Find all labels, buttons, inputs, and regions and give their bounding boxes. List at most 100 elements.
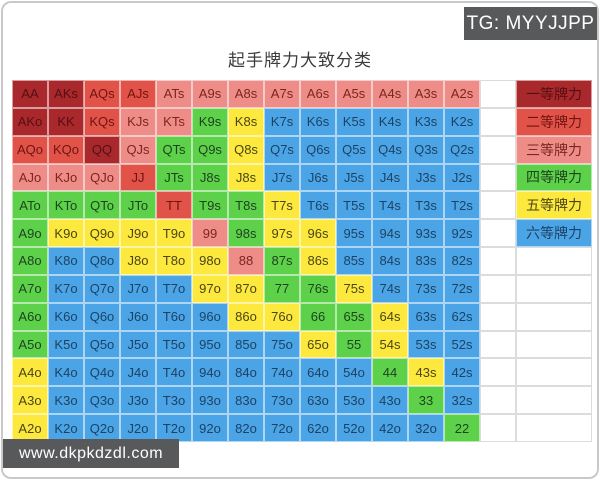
tg-contact-banner: TG: MYYJJPP: [464, 7, 597, 40]
hand-cell-J4o: J4o: [120, 358, 156, 387]
hand-cell-A6s: A6s: [300, 80, 336, 108]
hand-cell-A9s: A9s: [192, 80, 228, 108]
hand-cell-32s: 32s: [444, 386, 480, 415]
legend-item-tier5: 五等牌力: [516, 191, 592, 220]
hand-cell-J4s: J4s: [372, 163, 408, 192]
hand-cell-94s: 94s: [372, 219, 408, 248]
legend-empty-cell: [516, 302, 592, 331]
hand-cell-86o: 86o: [228, 302, 264, 331]
hand-cell-A9o: A9o: [12, 219, 48, 248]
hand-cell-43s: 43s: [408, 358, 444, 387]
hand-cell-A3o: A3o: [12, 386, 48, 415]
legend-item-tier1: 一等牌力: [516, 80, 592, 108]
hand-cell-95o: 95o: [192, 330, 228, 359]
legend-empty-cell: [516, 274, 592, 303]
hand-cell-J3o: J3o: [120, 386, 156, 415]
hand-cell-J3s: J3s: [408, 163, 444, 192]
legend-empty-cell: [516, 414, 592, 442]
spacer-cell: [480, 135, 516, 164]
hand-cell-77: 77: [264, 274, 300, 303]
hand-cell-84s: 84s: [372, 247, 408, 275]
hand-cell-96o: 96o: [192, 302, 228, 331]
hand-cell-QTs: QTs: [156, 135, 192, 164]
spacer-cell: [480, 358, 516, 387]
hand-cell-62s: 62s: [444, 302, 480, 331]
hand-cell-T2s: T2s: [444, 191, 480, 220]
hand-cell-A6o: A6o: [12, 302, 48, 331]
hand-cell-T7s: T7s: [264, 191, 300, 220]
legend-item-tier6: 六等牌力: [516, 219, 592, 248]
hand-cell-QTo: QTo: [84, 191, 120, 220]
hand-cell-96s: 96s: [300, 219, 336, 248]
legend-item-tier3: 三等牌力: [516, 135, 592, 164]
hand-cell-T3s: T3s: [408, 191, 444, 220]
hand-cell-76o: 76o: [264, 302, 300, 331]
hand-cell-87o: 87o: [228, 274, 264, 303]
hand-cell-44: 44: [372, 358, 408, 387]
hand-cell-Q8o: Q8o: [84, 247, 120, 275]
hand-cell-74s: 74s: [372, 274, 408, 303]
legend-item-tier2: 二等牌力: [516, 107, 592, 136]
hand-cell-75s: 75s: [336, 274, 372, 303]
hand-cell-Q9s: Q9s: [192, 135, 228, 164]
hands-grid: AA AKs AQs AJs ATs A9s A8s A7s A6s A5s A4s A3s A2s 一等…: [12, 80, 592, 442]
hand-cell-Q8s: Q8s: [228, 135, 264, 164]
hand-cell-98o: 98o: [192, 247, 228, 275]
hand-cell-QQ: QQ: [84, 135, 120, 164]
hand-cell-63o: 63o: [300, 386, 336, 415]
hand-cell-84o: 84o: [228, 358, 264, 387]
hand-cell-76s: 76s: [300, 274, 336, 303]
legend-empty-cell: [516, 386, 592, 415]
hand-cell-AJo: AJo: [12, 163, 48, 192]
hand-cell-JTs: JTs: [156, 163, 192, 192]
hand-cell-T4s: T4s: [372, 191, 408, 220]
hand-cell-Q2o: Q2o: [84, 414, 120, 442]
hand-cell-33: 33: [408, 386, 444, 415]
hand-cell-64s: 64s: [372, 302, 408, 331]
hand-cell-K5o: K5o: [48, 330, 84, 359]
hand-cell-A4s: A4s: [372, 80, 408, 108]
legend-empty-cell: [516, 330, 592, 359]
hand-cell-KQs: KQs: [84, 107, 120, 136]
hand-cell-T2o: T2o: [156, 414, 192, 442]
hand-cell-83s: 83s: [408, 247, 444, 275]
hand-cell-Q4o: Q4o: [84, 358, 120, 387]
hand-cell-K6s: K6s: [300, 107, 336, 136]
hand-cell-97o: 97o: [192, 274, 228, 303]
hand-cell-65s: 65s: [336, 302, 372, 331]
hand-cell-53o: 53o: [336, 386, 372, 415]
hand-cell-K8o: K8o: [48, 247, 84, 275]
hand-cell-54o: 54o: [336, 358, 372, 387]
hand-cell-AQo: AQo: [12, 135, 48, 164]
spacer-cell: [480, 414, 516, 442]
hand-cell-42o: 42o: [372, 414, 408, 442]
hand-cell-TT: TT: [156, 191, 192, 220]
hand-cell-Q5s: Q5s: [336, 135, 372, 164]
spacer-cell: [480, 302, 516, 331]
hand-cell-JJ: JJ: [120, 163, 156, 192]
hand-cell-66: 66: [300, 302, 336, 331]
hand-cell-87s: 87s: [264, 247, 300, 275]
hand-cell-T3o: T3o: [156, 386, 192, 415]
hand-cell-54s: 54s: [372, 330, 408, 359]
legend-item-tier4: 四等牌力: [516, 163, 592, 192]
hand-cell-A8s: A8s: [228, 80, 264, 108]
hand-cell-75o: 75o: [264, 330, 300, 359]
hand-cell-63s: 63s: [408, 302, 444, 331]
hand-cell-Q5o: Q5o: [84, 330, 120, 359]
hand-cell-Q4s: Q4s: [372, 135, 408, 164]
hand-cell-ATo: ATo: [12, 191, 48, 220]
hand-cell-KJs: KJs: [120, 107, 156, 136]
hand-cell-J2s: J2s: [444, 163, 480, 192]
hand-cell-K9s: K9s: [192, 107, 228, 136]
hand-cell-J2o: J2o: [120, 414, 156, 442]
hand-cell-K3s: K3s: [408, 107, 444, 136]
hand-cell-K9o: K9o: [48, 219, 84, 248]
hand-cell-64o: 64o: [300, 358, 336, 387]
hand-cell-J5o: J5o: [120, 330, 156, 359]
hand-cell-73o: 73o: [264, 386, 300, 415]
hand-cell-83o: 83o: [228, 386, 264, 415]
hand-cell-A4o: A4o: [12, 358, 48, 387]
hand-cell-K7o: K7o: [48, 274, 84, 303]
hand-cell-Q9o: Q9o: [84, 219, 120, 248]
